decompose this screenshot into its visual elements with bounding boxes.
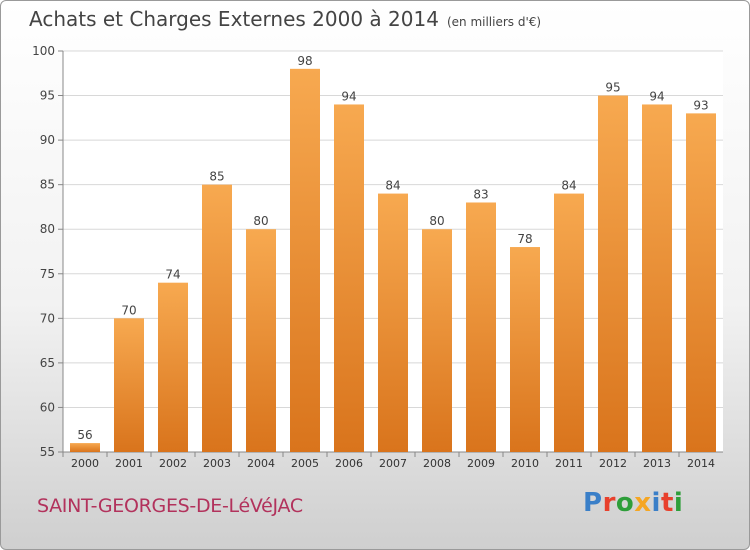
x-tick-label: 2002 — [159, 457, 187, 470]
bar — [466, 202, 496, 452]
x-tick-label: 2003 — [203, 457, 231, 470]
chart-title: Achats et Charges Externes 2000 à 2014 (e… — [29, 7, 541, 31]
data-label: 93 — [693, 98, 708, 112]
logo-letter: r — [602, 488, 616, 518]
logo-letter: i — [673, 488, 684, 518]
bar — [598, 95, 628, 453]
y-tick-label: 90 — [40, 133, 55, 147]
x-tick-label: 2006 — [335, 457, 363, 470]
logo-letter: P — [583, 488, 603, 518]
bar — [334, 104, 364, 452]
x-tick-label: 2008 — [423, 457, 451, 470]
bar — [686, 113, 716, 452]
chart-title-text: Achats et Charges Externes 2000 à 2014 — [29, 7, 439, 31]
data-label: 94 — [341, 89, 356, 103]
bar — [70, 443, 100, 452]
data-label: 85 — [209, 170, 224, 184]
proxiti-logo: Proxiti — [583, 488, 683, 518]
data-label: 83 — [473, 187, 488, 201]
bar — [246, 229, 276, 452]
data-label: 95 — [605, 81, 620, 95]
logo-letter: i — [651, 488, 661, 518]
data-label: 80 — [253, 214, 268, 228]
data-label: 98 — [297, 54, 312, 68]
y-tick-label: 85 — [40, 178, 55, 192]
y-tick-label: 80 — [40, 222, 55, 236]
location-label: SAINT-GEORGES-DE-LéVéJAC — [37, 495, 303, 517]
y-tick-label: 100 — [32, 44, 55, 58]
data-label: 78 — [517, 232, 532, 246]
x-tick-label: 2013 — [643, 457, 671, 470]
bar — [290, 68, 320, 453]
logo-letter: o — [615, 488, 635, 518]
y-tick-label: 65 — [40, 356, 55, 370]
x-tick-label: 2005 — [291, 457, 319, 470]
bar — [114, 318, 144, 452]
x-tick-label: 2011 — [555, 457, 583, 470]
x-tick-label: 2014 — [687, 457, 715, 470]
bar — [642, 104, 672, 452]
y-tick-label: 55 — [40, 445, 55, 459]
data-label: 80 — [429, 214, 444, 228]
data-label: 74 — [165, 268, 180, 282]
data-label: 84 — [385, 179, 400, 193]
x-tick-label: 2004 — [247, 457, 275, 470]
data-label: 94 — [649, 89, 664, 103]
x-tick-label: 2001 — [115, 457, 143, 470]
bar — [378, 193, 408, 453]
y-tick-label: 70 — [40, 311, 55, 325]
bar — [554, 193, 584, 453]
y-tick-label: 60 — [40, 400, 55, 414]
bar — [422, 229, 452, 452]
chart-unit: (en milliers d'€) — [446, 15, 542, 29]
bar — [202, 184, 232, 452]
y-tick-label: 95 — [40, 89, 55, 103]
logo-letter: t — [660, 488, 674, 518]
x-tick-label: 2010 — [511, 457, 539, 470]
data-label: 56 — [77, 428, 92, 442]
x-tick-label: 2000 — [71, 457, 99, 470]
bar — [510, 247, 540, 452]
y-tick-label: 75 — [40, 267, 55, 281]
data-label: 84 — [561, 179, 576, 193]
x-tick-label: 2007 — [379, 457, 407, 470]
x-tick-label: 2012 — [599, 457, 627, 470]
data-label: 70 — [121, 303, 136, 317]
logo-letter: x — [634, 488, 652, 518]
bar — [158, 282, 188, 452]
x-tick-label: 2009 — [467, 457, 495, 470]
